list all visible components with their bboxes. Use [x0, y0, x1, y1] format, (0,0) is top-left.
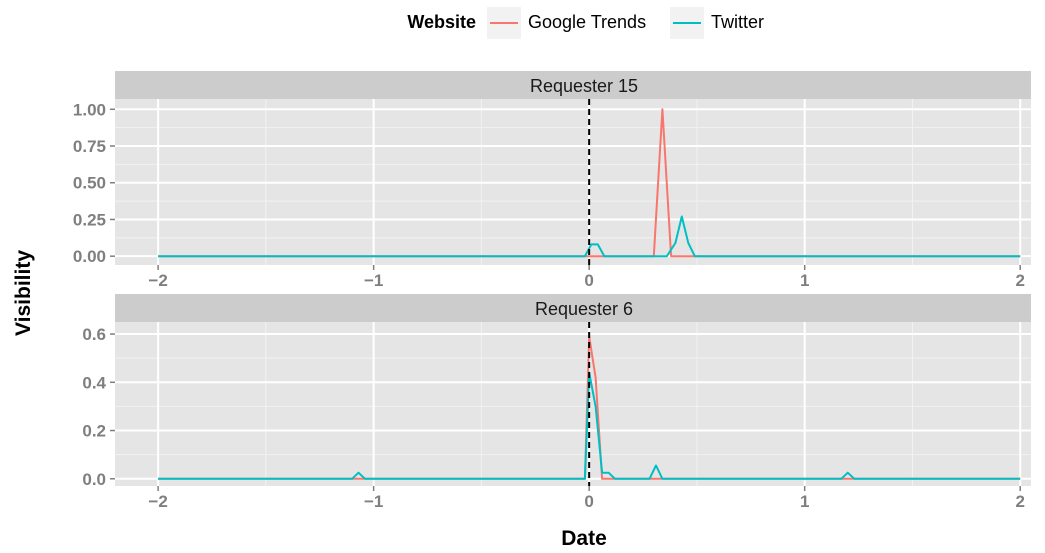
y-tick-label: 0.50	[73, 174, 106, 193]
y-tick-label: 0.25	[73, 210, 106, 229]
y-axis-title: Visibility	[12, 250, 35, 336]
y-tick-label: 0.0	[82, 470, 106, 489]
legend-label-google-trends: Google Trends	[528, 12, 646, 32]
legend: Website Google Trends Twitter	[407, 7, 764, 39]
panel-title: Requester 6	[535, 299, 633, 319]
x-axis: −2 −1 0 1 2	[148, 486, 1025, 511]
series-layer	[158, 108, 1021, 258]
y-tick-label: 0.00	[73, 247, 106, 266]
x-tick-label: −1	[364, 271, 383, 290]
x-axis-title: Date	[561, 527, 607, 550]
y-axis: 0.0 0.2 0.4 0.6	[82, 325, 115, 489]
y-tick-label: 0.75	[73, 137, 106, 156]
x-axis: −2 −1 0 1 2	[148, 265, 1025, 290]
panel-title: Requester 15	[530, 76, 638, 96]
legend-label-twitter: Twitter	[711, 12, 764, 32]
y-tick-label: 0.6	[82, 325, 106, 344]
x-tick-label: 2	[1015, 492, 1024, 511]
series-line-twitter	[158, 215, 1021, 258]
x-tick-label: 1	[800, 492, 809, 511]
panel-requester-6: Requester 6 0.0 0.2 0.4 0.6 −2 −1 0 1 2	[82, 294, 1031, 511]
y-axis: 0.00 0.25 0.50 0.75 1.00	[73, 100, 115, 266]
legend-title: Website	[407, 12, 476, 32]
panel-strip	[115, 71, 1031, 99]
y-tick-label: 0.2	[82, 422, 106, 441]
panel-requester-15: Requester 15 0.00 0.25 0.50 0.75 1.00 −2 −1 0 1…	[73, 71, 1031, 290]
x-tick-label: 1	[800, 271, 809, 290]
panel-strip	[115, 294, 1031, 322]
plot-background	[115, 322, 1031, 486]
x-tick-label: −2	[148, 271, 167, 290]
y-tick-label: 0.4	[82, 373, 106, 392]
x-tick-label: 2	[1015, 271, 1024, 290]
y-tick-label: 1.00	[73, 100, 106, 119]
x-tick-label: 0	[584, 492, 593, 511]
series-layer	[158, 335, 1021, 480]
series-line-twitter	[158, 371, 1021, 480]
x-tick-label: −2	[148, 492, 167, 511]
x-tick-label: 0	[584, 271, 593, 290]
x-tick-label: −1	[364, 492, 383, 511]
